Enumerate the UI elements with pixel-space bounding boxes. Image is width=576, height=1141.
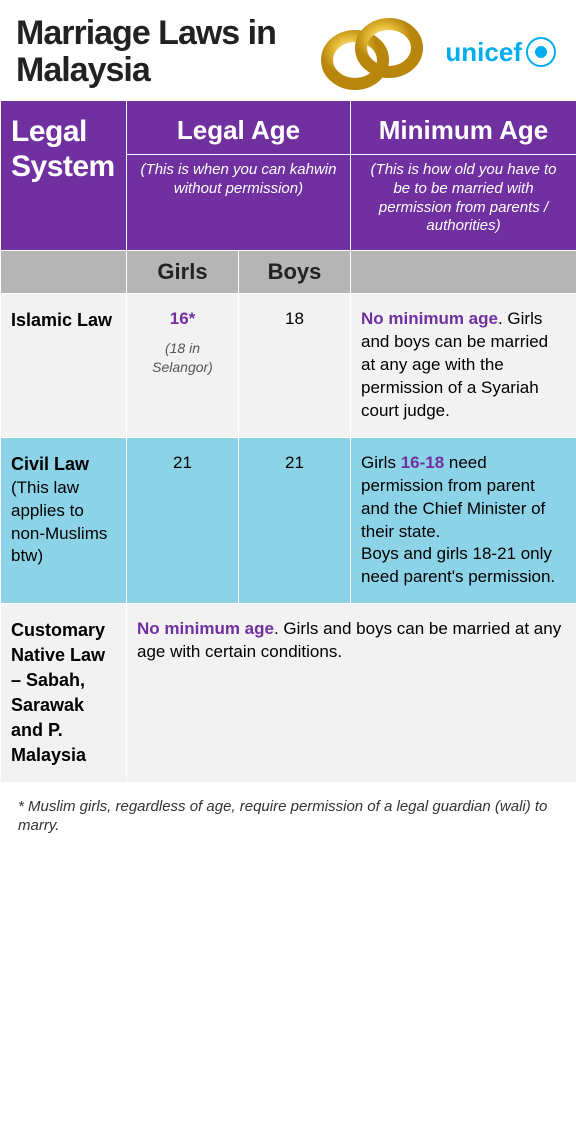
islamic-name: Islamic Law — [11, 310, 112, 330]
civil-name: Civil Law — [11, 454, 89, 474]
min-age-label: Minimum Age — [361, 115, 566, 152]
customary-name: Customary Native Law – Sabah, Sarawak an… — [11, 620, 105, 765]
min-age-sub-cell: (This is how old you have to be to be ma… — [351, 155, 576, 251]
wedding-rings-icon — [313, 12, 433, 92]
laws-table: Legal System Legal Age Minimum Age (This… — [0, 100, 576, 783]
unicef-text: unicef — [445, 37, 522, 68]
islamic-girls-val: 16* — [170, 309, 196, 328]
islamic-boys: 18 — [239, 294, 351, 438]
subhdr-blank — [1, 251, 127, 294]
subheader-row: Girls Boys — [1, 251, 576, 294]
boys-label: Boys — [239, 251, 351, 294]
page-title: Marriage Laws in Malaysia — [16, 15, 301, 90]
legal-age-sub: (This is when you can kahwin without per… — [137, 157, 340, 199]
girls-label: Girls — [127, 251, 239, 294]
civil-name-note: (This law applies to non-Muslims btw) — [11, 478, 107, 566]
col-header-min-age: Minimum Age — [351, 101, 576, 155]
header: Marriage Laws in Malaysia unicef — [0, 0, 576, 100]
unicef-globe-icon — [526, 37, 556, 67]
islamic-min: No minimum age. Girls and boys can be ma… — [351, 294, 576, 438]
legal-age-sub-cell: (This is when you can kahwin without per… — [127, 155, 351, 251]
col-header-system: Legal System — [1, 101, 127, 251]
civil-min-pre: Girls — [361, 453, 401, 472]
min-age-sub: (This is how old you have to be to be ma… — [361, 157, 566, 236]
legal-age-label: Legal Age — [137, 115, 340, 152]
system-label: Legal System — [11, 115, 116, 184]
table-row-islamic: Islamic Law 16* (18 in Selangor) 18 No m… — [1, 294, 576, 438]
unicef-logo: unicef — [445, 37, 560, 68]
islamic-system: Islamic Law — [1, 294, 127, 438]
civil-min: Girls 16-18 need permission from parent … — [351, 437, 576, 604]
table-row-civil: Civil Law (This law applies to non-Musli… — [1, 437, 576, 604]
customary-min: No minimum age. Girls and boys can be ma… — [127, 604, 576, 783]
table-row-customary: Customary Native Law – Sabah, Sarawak an… — [1, 604, 576, 783]
islamic-min-emph: No minimum age — [361, 309, 498, 328]
footnote: * Muslim girls, regardless of age, requi… — [0, 783, 576, 856]
civil-min-rest2: Boys and girls 18-21 only need parent's … — [361, 544, 555, 586]
customary-min-emph: No minimum age — [137, 619, 274, 638]
subhdr-blank-2 — [351, 251, 576, 294]
civil-system: Civil Law (This law applies to non-Musli… — [1, 437, 127, 604]
header-row-main: Legal System Legal Age Minimum Age — [1, 101, 576, 155]
customary-system: Customary Native Law – Sabah, Sarawak an… — [1, 604, 127, 783]
civil-boys: 21 — [239, 437, 351, 604]
islamic-girls: 16* (18 in Selangor) — [127, 294, 239, 438]
civil-min-emph: 16-18 — [401, 453, 444, 472]
islamic-girls-note: (18 in Selangor) — [137, 339, 228, 377]
civil-girls: 21 — [127, 437, 239, 604]
infographic-container: Marriage Laws in Malaysia unicef — [0, 0, 576, 856]
col-header-legal-age: Legal Age — [127, 101, 351, 155]
